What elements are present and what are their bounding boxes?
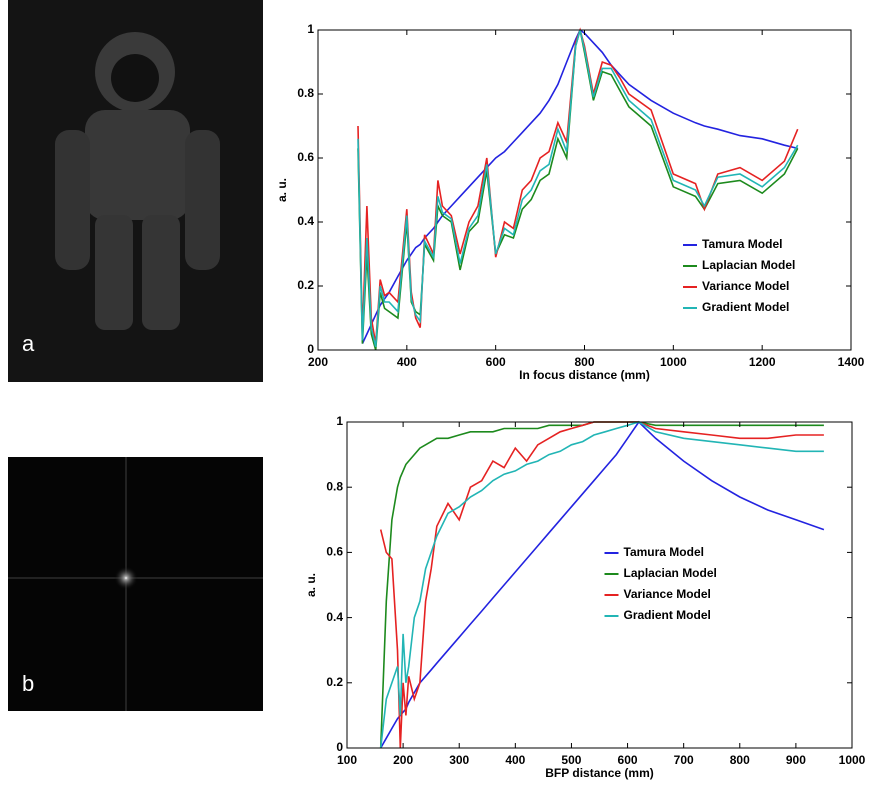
x-tick-label: 1400 [838, 355, 865, 369]
y-tick-label: 0.4 [297, 214, 314, 228]
y-tick-label: 0.8 [297, 86, 314, 100]
legend-label: Tamura Model [702, 237, 782, 251]
x-tick-label: 500 [561, 753, 581, 767]
y-tick-label: 1 [307, 22, 314, 36]
x-tick-label: 200 [308, 355, 328, 369]
legend-label: Laplacian Model [624, 566, 717, 580]
legend-label: Gradient Model [624, 608, 711, 622]
x-tick-label: 1000 [839, 753, 866, 767]
plot-frame [346, 421, 853, 749]
x-tick-label: 800 [574, 355, 594, 369]
series-line [380, 420, 825, 749]
x-tick-label: 400 [505, 753, 525, 767]
y-tick-label: 0.8 [326, 479, 343, 493]
x-axis-label: In focus distance (mm) [519, 368, 650, 382]
x-tick-label: 900 [786, 753, 806, 767]
y-axis-label: a. u. [275, 178, 289, 202]
x-tick-label: 1000 [660, 355, 687, 369]
x-tick-label: 100 [337, 753, 357, 767]
x-axis-label: BFP distance (mm) [545, 766, 653, 780]
series-line [379, 421, 824, 749]
image-b: b [8, 457, 263, 711]
series-line [361, 28, 798, 344]
x-tick-label: 800 [730, 753, 750, 767]
legend-label: Tamura Model [624, 545, 704, 559]
x-tick-label: 300 [449, 753, 469, 767]
y-tick-label: 0.2 [297, 278, 314, 292]
image-a: a [8, 0, 263, 382]
y-tick-label: 0.2 [326, 675, 343, 689]
series-line [379, 421, 824, 749]
legend-label: Laplacian Model [702, 258, 795, 272]
y-axis-label: a. u. [304, 573, 318, 597]
series-line [357, 27, 799, 344]
series-line [357, 29, 799, 351]
legend-label: Gradient Model [702, 300, 789, 314]
y-tick-label: 0.4 [326, 610, 343, 624]
x-tick-label: 400 [397, 355, 417, 369]
panel-label: a [22, 331, 35, 356]
y-tick-label: 0 [307, 342, 314, 356]
legend-label: Variance Model [624, 587, 711, 601]
legend-label: Variance Model [702, 279, 789, 293]
y-tick-label: 1 [336, 414, 343, 428]
x-tick-label: 200 [393, 753, 413, 767]
x-tick-label: 600 [618, 753, 638, 767]
series-line [379, 421, 824, 749]
y-tick-label: 0.6 [326, 545, 343, 559]
series-line [357, 29, 799, 347]
x-tick-label: 700 [674, 753, 694, 767]
y-tick-label: 0 [336, 740, 343, 754]
x-tick-label: 1200 [749, 355, 776, 369]
y-tick-label: 0.6 [297, 150, 314, 164]
x-tick-label: 600 [486, 355, 506, 369]
panel-label: b [22, 671, 34, 696]
